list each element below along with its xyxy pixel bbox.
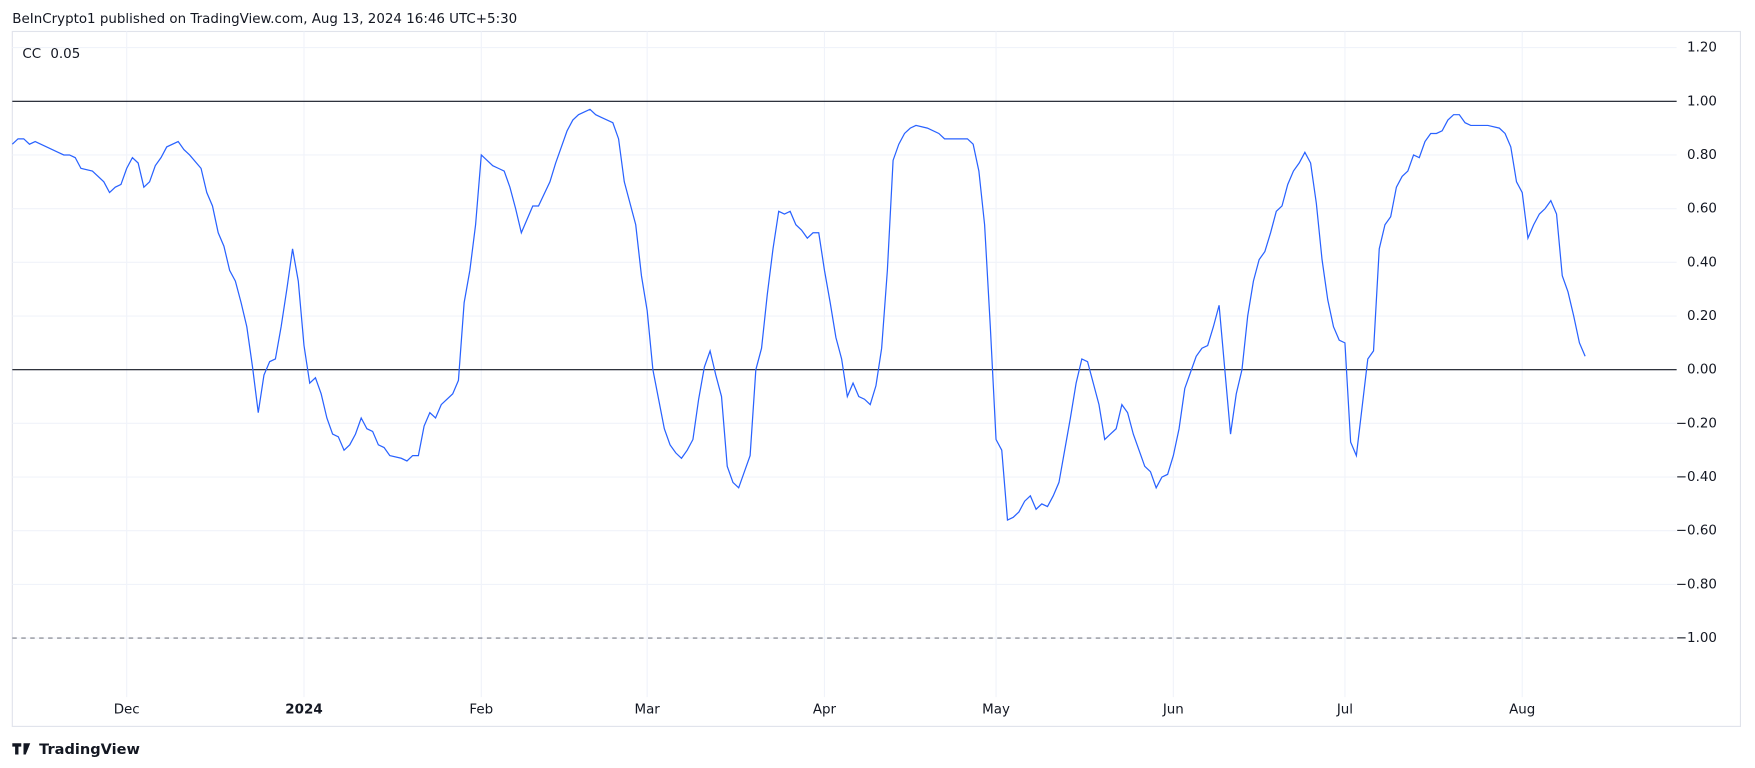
y-tick-label: 0.60 bbox=[1687, 202, 1717, 217]
y-tick-label: 1.00 bbox=[1687, 94, 1717, 109]
y-tick-label: −1.00 bbox=[1676, 631, 1717, 646]
y-tick-label: −0.40 bbox=[1676, 470, 1717, 485]
y-tick-label: −0.80 bbox=[1676, 577, 1717, 592]
x-tick-label: May bbox=[982, 703, 1010, 718]
line-series bbox=[11, 108, 1586, 521]
legend-value: 0.05 bbox=[50, 47, 80, 62]
x-tick-label: Jun bbox=[1162, 703, 1184, 718]
legend-name: CC bbox=[22, 47, 41, 62]
y-tick-label: 0.40 bbox=[1687, 255, 1717, 270]
header: BeInCrypto1 published on TradingView.com… bbox=[12, 12, 517, 27]
x-tick-label: Mar bbox=[634, 703, 660, 718]
x-tick-label: Feb bbox=[469, 703, 493, 718]
x-tick-label: Dec bbox=[114, 703, 140, 718]
y-tick-label: −0.60 bbox=[1676, 524, 1717, 539]
y-tick-label: 0.00 bbox=[1687, 363, 1717, 378]
y-tick-label: 0.80 bbox=[1687, 148, 1717, 163]
plot bbox=[11, 108, 1586, 521]
pane-border bbox=[11, 30, 1742, 727]
logo: TradingView bbox=[12, 741, 140, 758]
y-tick-label: 1.20 bbox=[1687, 41, 1717, 56]
x-tick-label: Jul bbox=[1336, 703, 1353, 718]
footer: TradingView bbox=[39, 741, 140, 758]
y-tick-label: 0.20 bbox=[1687, 309, 1717, 324]
x-tick-label: 2024 bbox=[285, 703, 322, 718]
grid: 1.20 1.00 0.80 0.60 0.40 0.20 0.00 −0.20 −0.40 −0… bbox=[12, 31, 1717, 718]
y-tick-label: −0.20 bbox=[1676, 416, 1717, 431]
x-tick-label: Apr bbox=[813, 703, 837, 718]
logo-icon bbox=[12, 743, 31, 755]
x-tick-label: Aug bbox=[1509, 703, 1535, 718]
